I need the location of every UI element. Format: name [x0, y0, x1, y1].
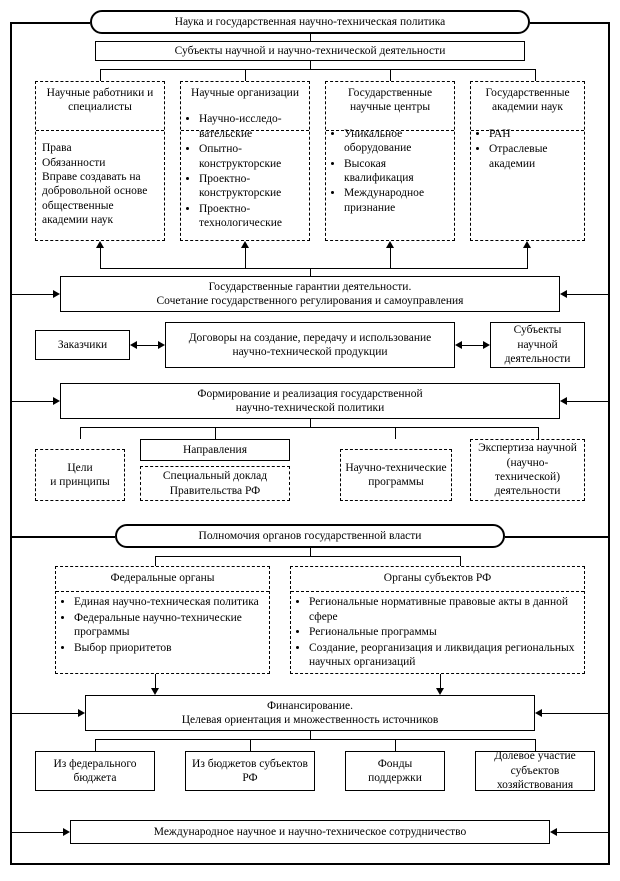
col1: Научные работники и специалисты Права Об…	[35, 81, 165, 241]
col4: Государствен­ные академии наук РАНОтрасл…	[470, 81, 585, 241]
p-dir-body: Специальный доклад Правительства РФ	[140, 466, 290, 501]
col3-hdr: Государственные научные центры	[348, 87, 432, 113]
p-expert-text: Экспертиза научной (научно-технической) …	[475, 441, 580, 499]
col4-body: РАНОтрасле­вые акаде­мии	[475, 127, 580, 171]
col3-body: Уникальное оборудованиеВысокая квалифика…	[330, 127, 450, 215]
f4-text: Долевое участие субъектов хозяйствования	[480, 749, 590, 792]
subjects-header-text: Субъекты научной и научно-технической де…	[175, 44, 446, 58]
col2-hdr: Научные организации	[191, 87, 299, 99]
title-box: Наука и государственная научно-техническ…	[90, 10, 530, 34]
p-expert: Экспертиза научной (научно-технической) …	[470, 439, 585, 501]
f2-text: Из бюджетов субъектов РФ	[190, 757, 310, 786]
arrow-left-icon	[560, 397, 567, 405]
reg-hdr: Органы субъектов РФ	[384, 572, 491, 584]
f1: Из федерального бюджета	[35, 751, 155, 791]
finance-text: Финансирование. Целевая ориентация и мно…	[182, 699, 439, 728]
col1-body: Права Обязанности Вправе созда­вать на д…	[42, 142, 147, 226]
diagram-canvas: Наука и государственная научно-техническ…	[0, 0, 620, 881]
powers-text: Полномочия органов государственной власт…	[199, 529, 422, 543]
p-dir-hdr-text: Направления	[183, 443, 247, 457]
f4: Долевое участие субъектов хозяйствования	[475, 751, 595, 791]
col1-hdr: Научные работники и специалисты	[47, 87, 154, 113]
arrow-up-icon	[523, 241, 531, 248]
f2: Из бюджетов субъектов РФ	[185, 751, 315, 791]
fed-hdr: Федеральные органы	[111, 572, 215, 584]
arrow-right-icon	[78, 709, 85, 717]
p-prog-text: Научно-технические программы	[345, 461, 447, 490]
guarantees-text: Государственные гарантии деятельности. С…	[157, 280, 464, 309]
finance-box: Финансирование. Целевая ориентация и мно…	[85, 695, 535, 731]
customers-box: Заказчики	[35, 330, 130, 360]
arrow-right-icon	[158, 341, 165, 349]
arrow-right-icon	[53, 290, 60, 298]
arrow-left-icon	[535, 709, 542, 717]
arrow-left-icon	[560, 290, 567, 298]
policy-text: Формирование и реализация государственно…	[197, 387, 422, 416]
contracts-box: Договоры на создание, передачу и использ…	[165, 322, 455, 368]
title-text: Наука и государственная научно-техническ…	[175, 15, 446, 29]
f3: Фонды поддержки	[345, 751, 445, 791]
subjects-header: Субъекты научной и научно-технической де…	[95, 41, 525, 61]
arrow-left-icon	[550, 828, 557, 836]
intl-box: Международное научное и научно-техническ…	[70, 820, 550, 844]
arrow-down-icon	[151, 688, 159, 695]
reg-body: Региональные нормативные правовые акты в…	[295, 595, 580, 669]
p-goals-text: Цели и принципы	[50, 461, 109, 490]
arrow-left-icon	[455, 341, 462, 349]
arrow-up-icon	[386, 241, 394, 248]
f1-text: Из федерального бюджета	[40, 757, 150, 786]
policy-box: Формирование и реализация государственно…	[60, 383, 560, 419]
p-dir-body-text: Специальный доклад Правительства РФ	[145, 469, 285, 498]
contracts-text: Договоры на создание, передачу и использ…	[170, 331, 450, 360]
col4-hdr: Государствен­ные академии наук	[485, 87, 569, 113]
subj-right-text: Субъекты научной деятельности	[495, 323, 580, 366]
reg-box: Органы субъектов РФ Региональные нормати…	[290, 566, 585, 674]
intl-text: Международное научное и научно-техническ…	[154, 825, 466, 839]
col3: Государственные научные центры Уникально…	[325, 81, 455, 241]
fed-body: Единая научно-техническая политикаФедера…	[60, 595, 265, 655]
f3-text: Фонды поддержки	[350, 757, 440, 786]
arrow-right-icon	[483, 341, 490, 349]
arrow-up-icon	[241, 241, 249, 248]
arrow-up-icon	[96, 241, 104, 248]
p-prog: Научно-технические программы	[340, 449, 452, 501]
subj-right-box: Субъекты научной деятельности	[490, 322, 585, 368]
p-goals: Цели и принципы	[35, 449, 125, 501]
fed-box: Федеральные органы Единая научно-техниче…	[55, 566, 270, 674]
arrow-left-icon	[130, 341, 137, 349]
arrow-down-icon	[436, 688, 444, 695]
p-dir-hdr: Направления	[140, 439, 290, 461]
arrow-right-icon	[63, 828, 70, 836]
powers-box: Полномочия органов государственной власт…	[115, 524, 505, 548]
col2: Научные организации Научно-исследо­вател…	[180, 81, 310, 241]
customers-text: Заказчики	[58, 338, 107, 352]
arrow-right-icon	[53, 397, 60, 405]
guarantees-box: Государственные гарантии деятельности. С…	[60, 276, 560, 312]
